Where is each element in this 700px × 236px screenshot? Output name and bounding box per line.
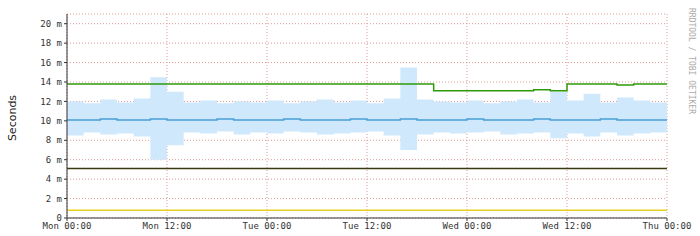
svg-text:Mon 12:00: Mon 12:00 [143, 221, 192, 231]
svg-text:Mon 00:00: Mon 00:00 [43, 221, 92, 231]
svg-text:Tue 00:00: Tue 00:00 [243, 221, 292, 231]
svg-text:18 m: 18 m [40, 38, 62, 48]
svg-text:0: 0 [57, 213, 62, 223]
svg-text:Wed 00:00: Wed 00:00 [443, 221, 492, 231]
svg-text:8 m: 8 m [46, 135, 62, 145]
svg-text:6 m: 6 m [46, 155, 62, 165]
svg-text:14 m: 14 m [40, 77, 62, 87]
svg-text:20 m: 20 m [40, 19, 62, 29]
svg-text:12 m: 12 m [40, 97, 62, 107]
svg-text:16 m: 16 m [40, 58, 62, 68]
svg-text:2 m: 2 m [46, 194, 62, 204]
svg-text:Wed 12:00: Wed 12:00 [543, 221, 592, 231]
svg-text:Thu 00:00: Thu 00:00 [643, 221, 692, 231]
html-text:Seconds: Seconds [5, 94, 19, 142]
svg-text:Tue 12:00: Tue 12:00 [343, 221, 392, 231]
svg-text:4 m: 4 m [46, 174, 62, 184]
html-text:RRDTOOL / TOBI OETIKER: RRDTOOL / TOBI OETIKER [687, 8, 696, 114]
svg-text:10 m: 10 m [40, 116, 62, 126]
